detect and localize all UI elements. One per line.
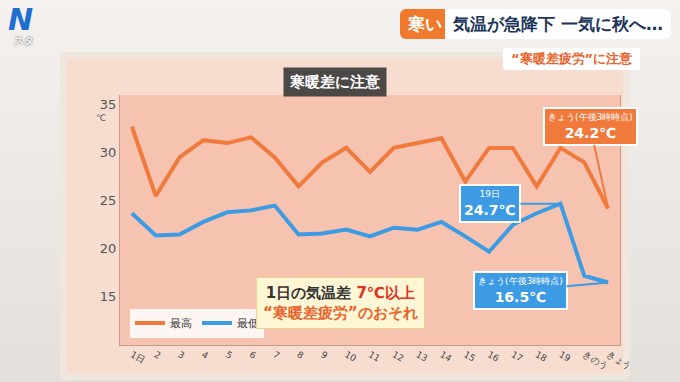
svg-text:1日の気温差 7℃以上“寒暖差疲労”のおそれ: 1日の気温差 7℃以上“寒暖差疲労”のおそれ [263,284,418,322]
svg-text:35: 35 [100,97,117,112]
svg-text:13: 13 [414,349,429,363]
html-text:スタ: スタ [14,35,34,46]
svg-text:6: 6 [248,349,258,361]
svg-text:19日24.7℃: 19日24.7℃ [464,189,516,218]
svg-text:17: 17 [510,349,525,363]
svg-text:10: 10 [343,349,358,364]
svg-text:15: 15 [462,349,477,363]
svg-text:最高: 最高 [170,317,192,330]
svg-text:5: 5 [224,349,234,361]
svg-text:℃: ℃ [96,113,106,123]
svg-text:きょう(午後3時時点)24.2℃: きょう(午後3時時点)24.2℃ [548,112,633,141]
svg-text:4: 4 [200,349,210,361]
svg-text:15: 15 [100,289,117,304]
svg-text:1日: 1日 [129,349,147,365]
svg-text:きょう(午後3時時点)16.5℃: きょう(午後3時時点)16.5℃ [478,276,563,305]
svg-text:16: 16 [486,349,501,364]
svg-text:20: 20 [100,241,117,256]
svg-text:14: 14 [438,349,453,364]
svg-text:寒暖差に注意: 寒暖差に注意 [289,73,381,91]
svg-text:11: 11 [367,349,382,363]
svg-text:9: 9 [319,349,329,361]
html-text:寒い: 寒い [408,14,442,34]
svg-text:きのう: きのう [581,349,609,371]
html-text:“寒暖差疲労”に注意: “寒暖差疲労”に注意 [511,51,633,66]
html-text:N: N [8,2,34,37]
svg-text:7: 7 [272,349,282,361]
svg-text:3: 3 [176,349,186,361]
svg-text:25: 25 [100,193,117,208]
svg-text:きょう: きょう [605,349,633,371]
svg-text:最低: 最低 [237,317,259,330]
svg-text:8: 8 [295,349,305,361]
svg-text:19: 19 [557,349,572,364]
svg-text:2: 2 [152,349,162,361]
svg-text:12: 12 [391,349,406,363]
html-text:気温が急降下 一気に秋へ…: 気温が急降下 一気に秋へ… [453,14,663,34]
svg-text:30: 30 [100,145,117,160]
svg-text:18: 18 [533,349,548,364]
